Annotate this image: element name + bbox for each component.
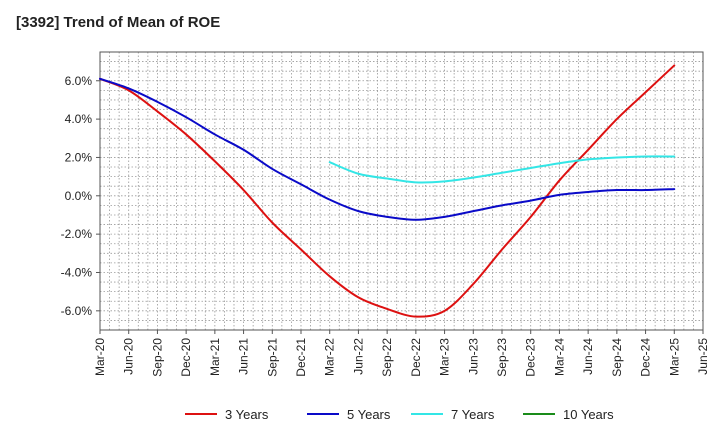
x-tick-label: Mar-20: [93, 338, 107, 376]
series-layer: [99, 64, 676, 318]
y-tick-label: 6.0%: [65, 74, 93, 88]
x-tick-label: Dec-24: [639, 338, 653, 377]
y-tick-label: -4.0%: [61, 265, 93, 279]
series-line-7-years: [328, 155, 676, 184]
x-tick-label: Mar-22: [323, 338, 337, 376]
y-tick-label: 2.0%: [65, 150, 93, 164]
chart-title: [3392] Trend of Mean of ROE: [16, 14, 221, 31]
x-tick-label: Jun-23: [466, 338, 480, 375]
x-tick-label: Sep-20: [150, 338, 164, 377]
y-tick-label: -2.0%: [61, 227, 93, 241]
x-tick-label: Dec-23: [524, 338, 538, 377]
x-tick-label: Mar-23: [438, 338, 452, 376]
plot-frame: [99, 51, 704, 331]
x-tick-label: Jun-22: [351, 338, 365, 375]
x-tick-label: Jun-20: [122, 338, 136, 375]
series-line-3-years: [99, 64, 676, 318]
y-tick-label: 4.0%: [65, 112, 93, 126]
x-tick-label: Sep-22: [380, 338, 394, 377]
x-tick-label: Dec-22: [409, 338, 423, 377]
x-tick-label: Mar-24: [552, 338, 566, 376]
legend-label-10-years: 10 Years: [563, 407, 614, 422]
y-tick-label: -6.0%: [61, 304, 93, 318]
legend: 3 Years 5 Years 7 Years 10 Years: [185, 407, 614, 422]
x-tick-label: Sep-24: [610, 338, 624, 377]
x-tick-label: Mar-25: [667, 338, 681, 376]
x-tick-label: Sep-21: [265, 338, 279, 377]
legend-label-7-years: 7 Years: [451, 407, 495, 422]
axis-layer: -6.0% -4.0% -2.0% 0.0% 2.0% 4.0% 6.0% Mar-20 Jun…: [61, 51, 710, 377]
legend-label-3-years: 3 Years: [225, 407, 269, 422]
grid-layer: [99, 51, 704, 331]
x-tick-label: Dec-20: [179, 338, 193, 377]
x-tick-label: Jun-25: [696, 338, 710, 375]
x-tick-label: Dec-21: [294, 338, 308, 377]
series-line-5-years: [99, 77, 676, 221]
y-tick-label: 0.0%: [65, 189, 93, 203]
x-tick-label: Mar-21: [208, 338, 222, 376]
x-tick-label: Jun-24: [581, 338, 595, 375]
legend-label-5-years: 5 Years: [347, 407, 391, 422]
x-tick-label: Jun-21: [237, 338, 251, 375]
x-tick-label: Sep-23: [495, 338, 509, 377]
